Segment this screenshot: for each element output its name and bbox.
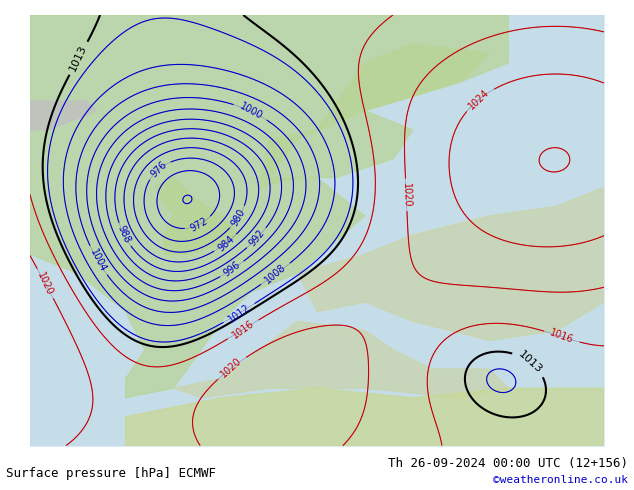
Text: 1016: 1016 xyxy=(548,328,575,345)
Text: 972: 972 xyxy=(188,216,209,234)
Text: Th 26-09-2024 00:00 UTC (12+156): Th 26-09-2024 00:00 UTC (12+156) xyxy=(387,457,628,470)
Text: 1013: 1013 xyxy=(517,349,544,376)
Text: 996: 996 xyxy=(222,260,243,279)
Text: 1020: 1020 xyxy=(219,356,244,380)
Text: 976: 976 xyxy=(148,159,169,179)
Polygon shape xyxy=(298,187,604,341)
Text: 1020: 1020 xyxy=(36,270,55,297)
Text: 984: 984 xyxy=(216,233,236,253)
Text: Surface pressure [hPa] ECMWF: Surface pressure [hPa] ECMWF xyxy=(6,467,216,480)
Polygon shape xyxy=(30,15,508,398)
Text: 1016: 1016 xyxy=(230,318,256,341)
Polygon shape xyxy=(259,44,489,187)
Polygon shape xyxy=(0,101,97,130)
Text: ©weatheronline.co.uk: ©weatheronline.co.uk xyxy=(493,475,628,485)
Text: 1013: 1013 xyxy=(68,44,89,73)
Text: 1024: 1024 xyxy=(467,87,491,111)
Polygon shape xyxy=(126,388,604,445)
Text: 1012: 1012 xyxy=(226,302,252,324)
Text: 1004: 1004 xyxy=(88,247,108,274)
Text: 988: 988 xyxy=(116,224,133,245)
Polygon shape xyxy=(174,321,508,398)
Text: 1000: 1000 xyxy=(238,101,264,122)
Text: 1008: 1008 xyxy=(263,262,288,286)
Text: 1020: 1020 xyxy=(401,182,411,207)
Text: 992: 992 xyxy=(247,228,267,248)
Polygon shape xyxy=(154,178,240,254)
Text: 980: 980 xyxy=(230,207,247,228)
